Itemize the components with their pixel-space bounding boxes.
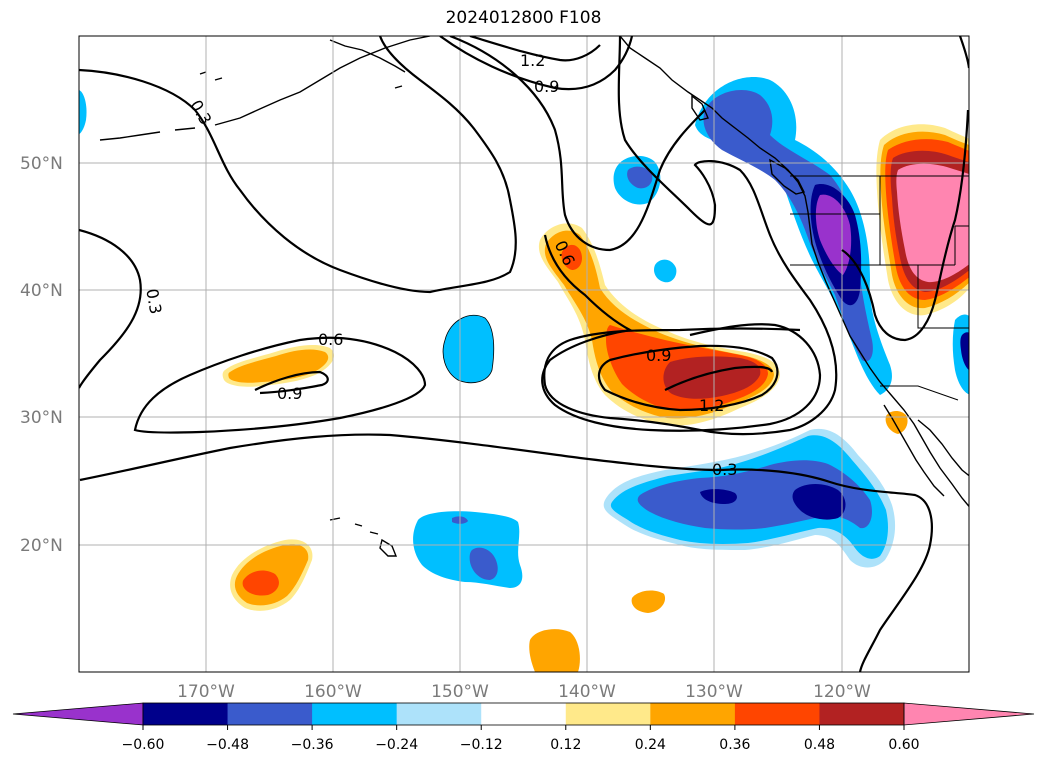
colorbar-tick-label: −0.24 bbox=[375, 737, 418, 753]
colorbar-tick-label: −0.12 bbox=[460, 737, 503, 753]
contour-0.3-west bbox=[79, 228, 142, 389]
colorbar-tick-label: 0.36 bbox=[719, 737, 750, 753]
colorbar-swatch bbox=[734, 703, 820, 725]
lat-label: 40°N bbox=[20, 281, 63, 301]
colorbar-swatch bbox=[650, 703, 736, 725]
lon-label: 160°W bbox=[304, 682, 362, 702]
contour-label: 0.9 bbox=[277, 384, 302, 403]
negative-region-central-outline bbox=[442, 314, 495, 384]
contour-0.3-north-b bbox=[449, 36, 706, 252]
map-content: 1.2 0.9 0.3 0.3 0.6 0.9 0.6 0.9 1.2 0.3 bbox=[79, 36, 969, 672]
lat-label: 20°N bbox=[20, 536, 63, 556]
contour-lines bbox=[79, 36, 969, 672]
negative-region-tiny bbox=[654, 259, 677, 283]
map-title: 2024012800 F108 bbox=[445, 8, 602, 28]
colorbar-tick-label: −0.36 bbox=[291, 737, 334, 753]
negative-region-east-edge-core bbox=[960, 332, 969, 371]
map-background bbox=[79, 36, 969, 672]
colorbar-swatch bbox=[227, 703, 313, 725]
latitude-labels: 50°N 40°N 30°N 20°N bbox=[20, 154, 63, 556]
contour-label: 0.3 bbox=[712, 460, 737, 479]
contour-0.6-central bbox=[541, 234, 822, 432]
graticule bbox=[79, 36, 969, 672]
colorbar-swatch bbox=[312, 703, 398, 725]
positive-region-south-bottom bbox=[529, 629, 580, 672]
contour-0.3-central bbox=[79, 433, 933, 672]
colorbar-swatch bbox=[143, 703, 229, 725]
colorbar-tick-label: −0.60 bbox=[122, 737, 165, 753]
lat-label: 50°N bbox=[20, 154, 63, 174]
contour-0.3-north bbox=[79, 36, 517, 294]
negative-region-small-north-core bbox=[627, 166, 653, 189]
positive-region-interior-west-pink bbox=[896, 163, 969, 283]
positive-region-south-small bbox=[631, 590, 666, 613]
colorbar-swatch bbox=[819, 703, 905, 725]
lon-label: 150°W bbox=[431, 682, 489, 702]
contour-1.2-central bbox=[664, 365, 774, 391]
contour-0.9-north bbox=[439, 36, 634, 91]
lon-label: 140°W bbox=[558, 682, 616, 702]
contour-label: 1.2 bbox=[520, 51, 545, 70]
colorbar-tick-label: 0.12 bbox=[550, 737, 581, 753]
colorbar-tick-label: 0.48 bbox=[804, 737, 835, 753]
contour-label: 0.9 bbox=[534, 77, 559, 96]
contour-0.9-west bbox=[254, 370, 329, 395]
negative-region-pnw-core bbox=[703, 90, 873, 362]
negative-region-subtropical-deep-2 bbox=[700, 489, 737, 504]
contour-label: 1.2 bbox=[699, 396, 724, 415]
contour-label: 0.3 bbox=[142, 287, 165, 315]
contour-0.6-west bbox=[133, 336, 427, 434]
contour-1.2-east bbox=[841, 109, 969, 342]
colorbar-tick-label: 0.60 bbox=[888, 737, 919, 753]
colorbar-swatch bbox=[565, 703, 651, 725]
colorbar-swatch bbox=[481, 703, 567, 725]
contour-label: 0.6 bbox=[318, 330, 343, 349]
colorbar-tick-label: 0.24 bbox=[635, 737, 666, 753]
map-frame bbox=[78, 35, 970, 673]
lon-label: 170°W bbox=[177, 682, 235, 702]
contour-1.2-north bbox=[469, 36, 601, 62]
positive-region-southwest-core bbox=[242, 570, 279, 596]
lat-label: 30°N bbox=[20, 408, 63, 428]
contour-0.9-central bbox=[597, 344, 779, 412]
contour-0.3-central-loop bbox=[543, 36, 838, 436]
colorbar: −0.60 −0.48 −0.36 −0.24 −0.12 0.12 0.24 0.36 0.4… bbox=[12, 702, 1035, 753]
colorbar-swatch bbox=[396, 703, 482, 725]
colorbar-extend-high bbox=[903, 702, 1035, 726]
colorbar-extend-low bbox=[12, 702, 144, 726]
negative-region-central bbox=[443, 315, 494, 383]
lon-label: 130°W bbox=[685, 682, 743, 702]
negative-region-hawaii-core bbox=[469, 547, 498, 580]
colorbar-tick-label: −0.48 bbox=[206, 737, 249, 753]
negative-region-west-edge bbox=[79, 90, 87, 134]
lon-label: 120°W bbox=[813, 682, 871, 702]
longitude-labels: 170°W 160°W 150°W 140°W 130°W 120°W bbox=[177, 682, 871, 702]
coastlines bbox=[99, 36, 969, 557]
colorbar-frame bbox=[142, 702, 905, 726]
contour-label: 0.9 bbox=[646, 346, 671, 365]
negative-region-subtropical-deep bbox=[792, 484, 846, 520]
